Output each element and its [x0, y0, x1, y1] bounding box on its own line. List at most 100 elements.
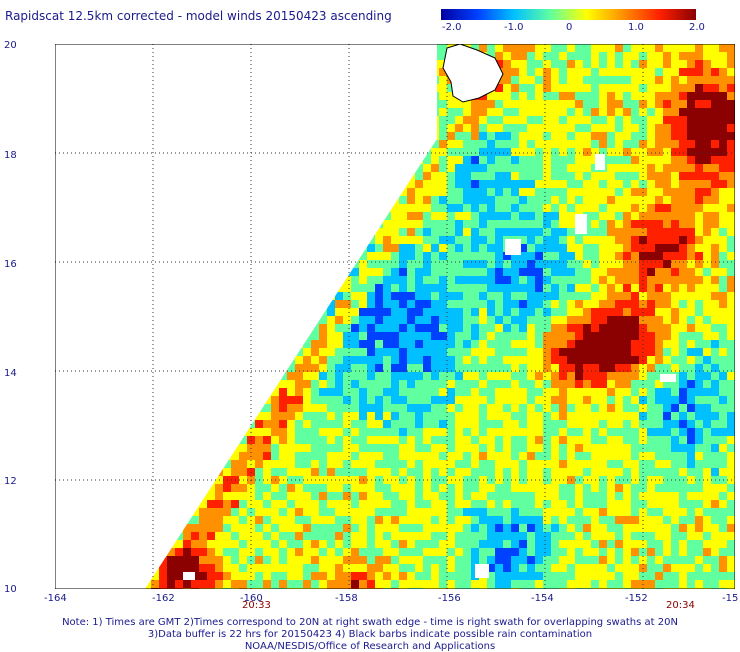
swath-cell [623, 524, 631, 532]
swath-cell [255, 452, 263, 460]
swath-cell [327, 460, 335, 468]
swath-cell [535, 412, 543, 420]
swath-cell [391, 300, 399, 308]
swath-cell [487, 460, 495, 468]
swath-cell [575, 364, 583, 372]
swath-cell [215, 404, 223, 412]
swath-cell [511, 532, 519, 540]
swath-cell [455, 356, 463, 364]
swath-cell [431, 540, 439, 548]
swath-cell [447, 284, 455, 292]
swath-cell [135, 308, 143, 316]
swath-cell [519, 308, 527, 316]
swath-cell [671, 156, 679, 164]
swath-cell [623, 172, 631, 180]
swath-cell [335, 388, 343, 396]
swath-cell [327, 516, 335, 524]
swath-cell [615, 436, 623, 444]
swath-cell [671, 420, 679, 428]
swath-cell [663, 420, 671, 428]
swath-cell [295, 260, 303, 268]
swath-cell [463, 236, 471, 244]
swath-cell [183, 100, 191, 108]
swath-cell [695, 412, 703, 420]
swath-cell [167, 340, 175, 348]
swath-cell [367, 268, 375, 276]
swath-cell [703, 132, 711, 140]
swath-cell [479, 220, 487, 228]
swath-cell [159, 140, 167, 148]
swath-cell [255, 468, 263, 476]
swath-cell [687, 364, 695, 372]
swath-cell [495, 228, 503, 236]
swath-cell [207, 92, 215, 100]
swath-cell [671, 60, 679, 68]
swath-cell [479, 156, 487, 164]
swath-cell [519, 492, 527, 500]
swath-cell [703, 396, 711, 404]
swath-cell [447, 252, 455, 260]
swath-cell [535, 516, 543, 524]
swath-cell [375, 196, 383, 204]
swath-cell [543, 148, 551, 156]
swath-cell [711, 220, 719, 228]
swath-cell [199, 108, 207, 116]
swath-cell [199, 44, 207, 52]
swath-cell [559, 340, 567, 348]
swath-cell [535, 52, 543, 60]
swath-cell [671, 204, 679, 212]
swath-cell [535, 156, 543, 164]
swath-cell [415, 76, 423, 84]
swath-cell [719, 404, 727, 412]
swath-cell [231, 164, 239, 172]
swath-cell [559, 260, 567, 268]
swath-cell [167, 204, 175, 212]
swath-cell [207, 156, 215, 164]
swath-cell [359, 252, 367, 260]
swath-cell [359, 484, 367, 492]
swath-cell [375, 204, 383, 212]
swath-cell [223, 228, 231, 236]
swath-cell [583, 204, 591, 212]
swath-cell [199, 308, 207, 316]
swath-cell [335, 420, 343, 428]
swath-cell [463, 340, 471, 348]
swath-cell [511, 316, 519, 324]
swath-cell [167, 244, 175, 252]
swath-cell [375, 460, 383, 468]
swath-cell [327, 164, 335, 172]
swath-cell [311, 76, 319, 84]
swath-cell [503, 260, 511, 268]
swath-cell [263, 220, 271, 228]
swath-cell [343, 532, 351, 540]
swath-cell [439, 108, 447, 116]
swath-cell [303, 156, 311, 164]
swath-cell [551, 564, 559, 572]
swath-cell [327, 260, 335, 268]
swath-cell [615, 124, 623, 132]
swath-cell [255, 228, 263, 236]
swath-cell [719, 308, 727, 316]
swath-cell [551, 324, 559, 332]
swath-cell [351, 572, 359, 580]
swath-cell [271, 548, 279, 556]
swath-cell [647, 516, 655, 524]
swath-cell [135, 244, 143, 252]
swath-cell [351, 372, 359, 380]
swath-cell [703, 220, 711, 228]
swath-cells [135, 44, 735, 589]
swath-cell [447, 420, 455, 428]
swath-cell [503, 268, 511, 276]
swath-cell [511, 44, 519, 52]
swath-cell [303, 436, 311, 444]
swath-cell [399, 484, 407, 492]
swath-cell [359, 364, 367, 372]
swath-cell [663, 292, 671, 300]
swath-cell [303, 492, 311, 500]
swath-cell [719, 524, 727, 532]
swath-cell [535, 380, 543, 388]
swath-cell [215, 348, 223, 356]
swath-cell [231, 196, 239, 204]
swath-cell [623, 108, 631, 116]
swath-cell [303, 92, 311, 100]
